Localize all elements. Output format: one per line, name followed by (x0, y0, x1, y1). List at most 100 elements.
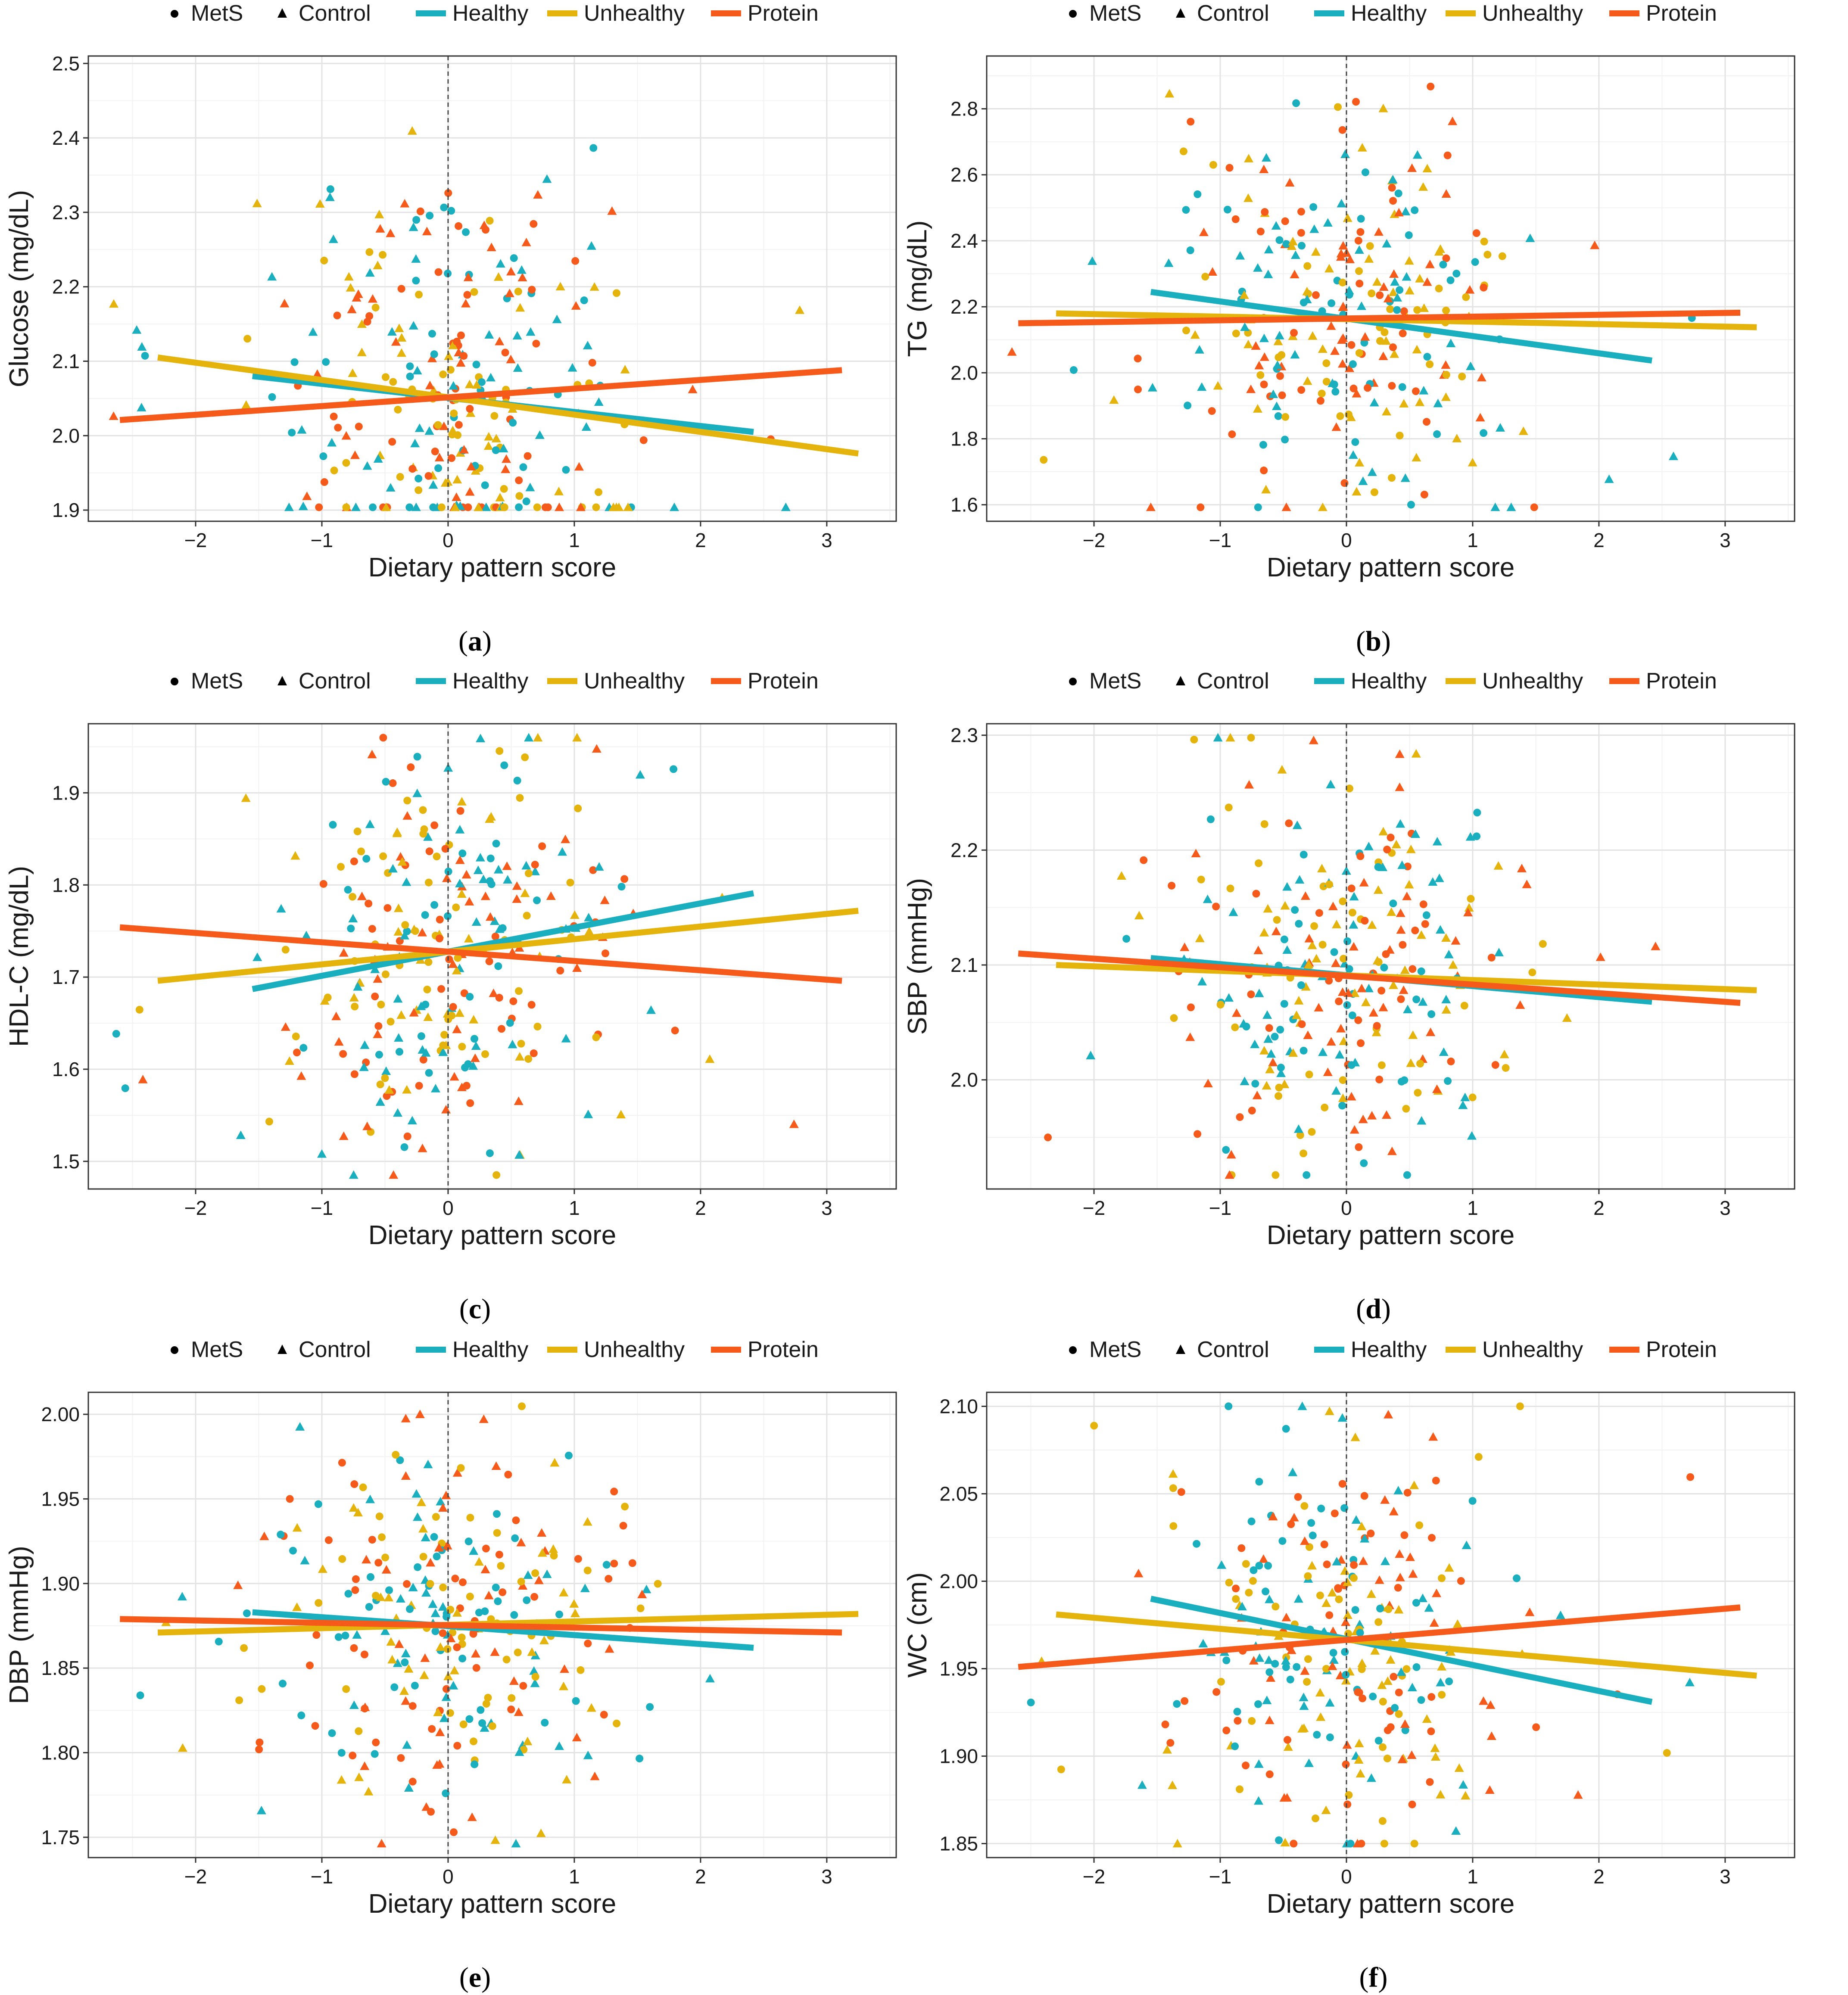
point-mets-unhealthy (1242, 1560, 1250, 1568)
point-control-protein (512, 894, 522, 903)
point-control-protein (426, 1558, 436, 1567)
point-control-healthy (1349, 892, 1359, 901)
point-mets-unhealthy (517, 1578, 525, 1586)
point-control-protein (1281, 1612, 1291, 1622)
point-control-healthy (514, 1747, 524, 1756)
point-mets-protein (1457, 1577, 1465, 1585)
point-control-healthy (295, 1422, 305, 1431)
point-control-protein (1185, 1032, 1195, 1041)
point-mets-healthy (1394, 189, 1402, 197)
point-control-healthy (561, 1033, 571, 1043)
point-control-protein (1225, 1170, 1234, 1179)
point-mets-protein (619, 1522, 627, 1530)
point-control-protein (1338, 987, 1348, 996)
point-mets-protein (512, 1516, 520, 1525)
point-mets-protein (1359, 1694, 1367, 1702)
legend: MetS Control Healthy Unhealthy Protein (1069, 669, 1717, 694)
point-mets-healthy (1445, 1678, 1453, 1686)
point-control-unhealthy (1301, 982, 1311, 991)
point-mets-healthy (1254, 1700, 1262, 1708)
point-mets-unhealthy (379, 251, 387, 259)
point-control-protein (334, 1037, 344, 1046)
point-mets-healthy (136, 1691, 144, 1699)
point-control-protein (512, 881, 522, 890)
point-control-protein (1203, 1079, 1213, 1088)
point-mets-protein (589, 866, 597, 874)
point-control-protein (1259, 352, 1269, 361)
regression-line-healthy (1150, 289, 1652, 364)
y-tick-label: 2.2 (52, 276, 80, 298)
point-mets-unhealthy (1322, 377, 1331, 386)
point-mets-unhealthy (459, 1720, 467, 1728)
point-control-protein (1265, 1715, 1275, 1724)
x-tick-label: −2 (184, 529, 207, 551)
point-control-unhealthy (1468, 458, 1477, 467)
point-control-healthy (410, 439, 420, 448)
point-mets-unhealthy (1384, 1605, 1393, 1613)
point-control-unhealthy (1332, 920, 1342, 928)
point-control-protein (484, 1590, 494, 1600)
x-tick-label: 1 (1467, 1865, 1478, 1888)
point-control-healthy (1293, 1594, 1303, 1603)
point-control-healthy (480, 1723, 489, 1732)
point-mets-protein (445, 955, 453, 963)
point-control-protein (470, 1053, 480, 1062)
point-control-unhealthy (1406, 844, 1416, 853)
point-mets-healthy (1361, 168, 1369, 176)
point-control-unhealthy (1400, 965, 1410, 974)
point-control-unhealthy (1350, 1432, 1360, 1441)
point-mets-protein (1140, 856, 1148, 864)
point-mets-healthy (1326, 1733, 1334, 1741)
point-mets-healthy (1303, 1171, 1311, 1179)
y-tick-label: 2.2 (950, 839, 978, 861)
point-control-unhealthy (1311, 247, 1321, 256)
point-control-unhealthy (455, 1008, 464, 1017)
point-mets-unhealthy (414, 486, 423, 494)
point-control-protein (1367, 1111, 1377, 1120)
legend-protein-label: Protein (748, 669, 819, 694)
point-mets-protein (1350, 1561, 1358, 1569)
point-control-unhealthy (384, 1085, 394, 1094)
point-mets-healthy (1259, 441, 1267, 449)
point-mets-healthy (428, 330, 436, 338)
point-control-healthy (325, 192, 335, 201)
point-control-protein (1300, 891, 1310, 900)
point-control-protein (1199, 227, 1209, 237)
regression-line-protein (119, 924, 842, 984)
point-control-healthy (360, 1040, 370, 1049)
point-mets-unhealthy (1338, 278, 1346, 286)
point-control-protein (1596, 952, 1605, 961)
point-control-protein (1465, 285, 1475, 294)
point-mets-unhealthy (1380, 1839, 1388, 1848)
point-mets-healthy (414, 1563, 422, 1571)
point-control-healthy (1297, 1401, 1307, 1410)
point-control-unhealthy (583, 1517, 592, 1526)
point-mets-protein (1419, 900, 1427, 909)
point-control-unhealthy (1338, 1093, 1348, 1102)
point-mets-healthy (1393, 306, 1401, 314)
point-control-protein (386, 228, 396, 237)
point-mets-healthy (121, 1084, 129, 1092)
point-mets-protein (1364, 384, 1372, 392)
point-control-healthy (479, 875, 489, 883)
point-mets-healthy (406, 372, 414, 380)
point-mets-protein (1349, 384, 1358, 392)
point-mets-healthy (430, 901, 439, 909)
point-mets-healthy (1293, 1663, 1301, 1671)
point-mets-unhealthy (1348, 909, 1356, 917)
point-control-unhealthy (1357, 143, 1367, 152)
point-mets-protein (527, 1001, 536, 1009)
point-mets-protein (1403, 1488, 1412, 1497)
point-control-healthy (428, 1599, 438, 1608)
legend: MetS Control Healthy Unhealthy Protein (171, 669, 819, 694)
x-tick-label: −1 (311, 529, 333, 551)
point-mets-unhealthy (338, 1555, 346, 1563)
point-control-protein (1407, 1750, 1417, 1759)
x-tick-label: −1 (311, 1865, 333, 1888)
point-mets-protein (455, 222, 463, 230)
point-mets-protein (408, 465, 417, 473)
point-mets-protein (1278, 391, 1286, 399)
point-mets-unhealthy (372, 1592, 380, 1600)
paren-close: ) (1381, 1293, 1391, 1325)
point-mets-healthy (375, 1051, 383, 1059)
